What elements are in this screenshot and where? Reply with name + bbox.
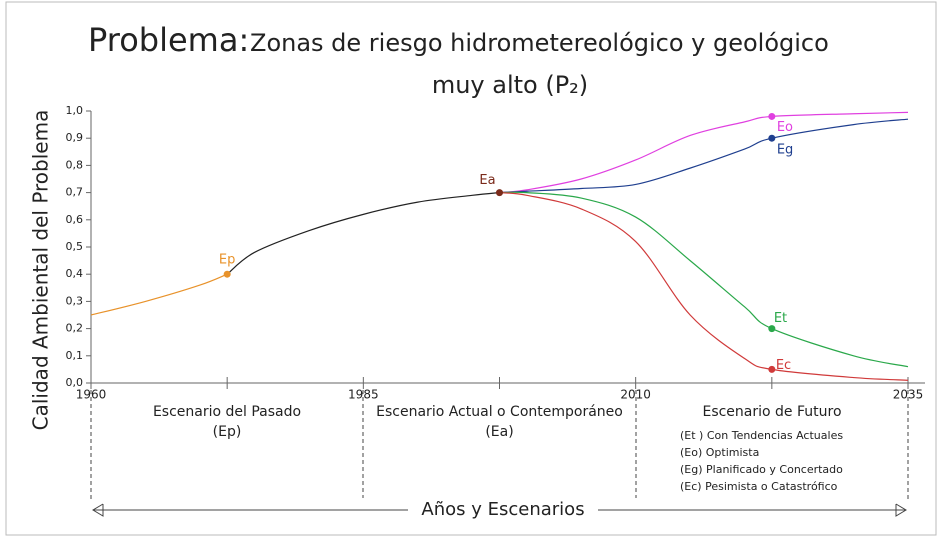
axis-arrow [92,503,907,517]
y-tick-label: 0,3 [66,294,84,307]
scenario-title: Escenario del Pasado [153,404,301,420]
scenario-code: (Ea) [485,424,513,440]
y-tick-label: 0,2 [66,322,84,335]
point [768,134,776,142]
line [499,111,909,194]
title-prefix: Problema: [88,21,249,59]
point [768,325,776,333]
y-tick-label: 0,1 [66,349,84,362]
point-label: Ea [479,173,495,188]
y-tick-label: 0,8 [66,158,84,171]
point-label: Eg [777,143,793,158]
x-tick-label: 1985 [348,388,379,402]
line [499,191,909,368]
y-tick-label: 0,7 [66,186,84,199]
point [768,112,776,120]
point [768,365,776,373]
scenario-item: (Et ) Con Tendencias Actuales [680,429,843,442]
y-tick-label: 0,9 [66,131,84,144]
y-axis-label: Calidad Ambiental del Problema [29,110,53,431]
point [496,189,503,197]
scenario-item: (Ec) Pesimista o Catastrófico [680,480,838,493]
point-label: Ep [219,253,235,268]
y-tick-label: 0,0 [66,376,84,389]
scenario-title: Escenario de Futuro [702,404,841,420]
point-label: Eo [777,120,793,135]
scenario-title: Escenario Actual o Contemporáneo [376,404,623,420]
y-tick-label: 0,5 [66,240,84,253]
x-tick-label: 1960 [76,388,107,402]
point-label: Ec [776,358,791,373]
y-tick-label: 0,6 [66,213,84,226]
line [499,192,909,381]
line [226,192,500,275]
title: Zonas de riesgo hidrometereológico y geo… [250,29,829,57]
line [499,118,909,194]
frame [5,1,937,536]
point [223,270,231,278]
title-line2: muy alto (P₂) [432,71,588,99]
scenario-item: (Eg) Planificado y Concertado [680,463,843,476]
y-tick-label: 1,0 [66,104,84,117]
x-axis-label: Años y Escenarios [421,499,584,520]
scenario-item: (Eo) Optimista [680,446,759,459]
y-tick-label: 0,4 [66,267,84,280]
line [90,273,228,316]
dividers [90,390,909,500]
x-tick-label: 2010 [620,388,651,402]
scenario-code: (Ep) [213,424,242,440]
x-tick-label: 2035 [893,388,924,402]
point-label: Et [774,311,787,326]
